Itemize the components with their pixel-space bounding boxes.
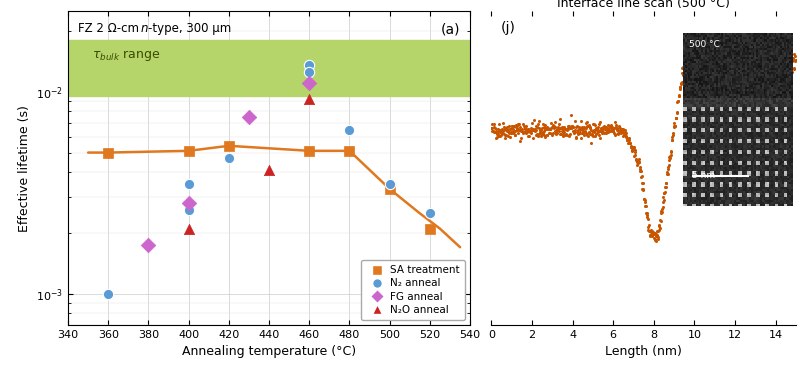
Point [222,143,235,149]
Point [242,114,255,120]
Text: n: n [141,22,148,35]
Point [423,226,436,232]
Point [222,155,235,161]
Legend: SA treatment, N₂ anneal, FG anneal, N₂O anneal: SA treatment, N₂ anneal, FG anneal, N₂O … [361,260,465,320]
Point [102,150,114,156]
Point [343,127,356,133]
Point [423,211,436,217]
Title: Interface line scan (500 °C): Interface line scan (500 °C) [558,0,730,10]
Point [182,181,195,187]
Point [142,242,155,248]
Text: (j): (j) [501,21,515,35]
X-axis label: Annealing temperature (°C): Annealing temperature (°C) [182,345,356,358]
Point [303,148,316,154]
Point [262,167,275,173]
Text: -type, 300 μm: -type, 300 μm [148,22,231,35]
Point [102,291,114,297]
Point [182,148,195,154]
Point [182,207,195,213]
Text: FZ 2 Ω-cm: FZ 2 Ω-cm [78,22,143,35]
Bar [68,40,470,96]
X-axis label: Length (nm): Length (nm) [606,345,682,358]
Text: (a): (a) [441,22,460,36]
Point [303,81,316,87]
Text: $\tau_{bulk}$ range: $\tau_{bulk}$ range [92,48,160,62]
Point [182,200,195,206]
Point [383,181,396,187]
Point [303,62,316,68]
Point [303,69,316,75]
Point [343,148,356,154]
Point [383,186,396,192]
Point [182,226,195,232]
Y-axis label: Effective lifetime (s): Effective lifetime (s) [18,105,30,232]
Point [303,96,316,102]
